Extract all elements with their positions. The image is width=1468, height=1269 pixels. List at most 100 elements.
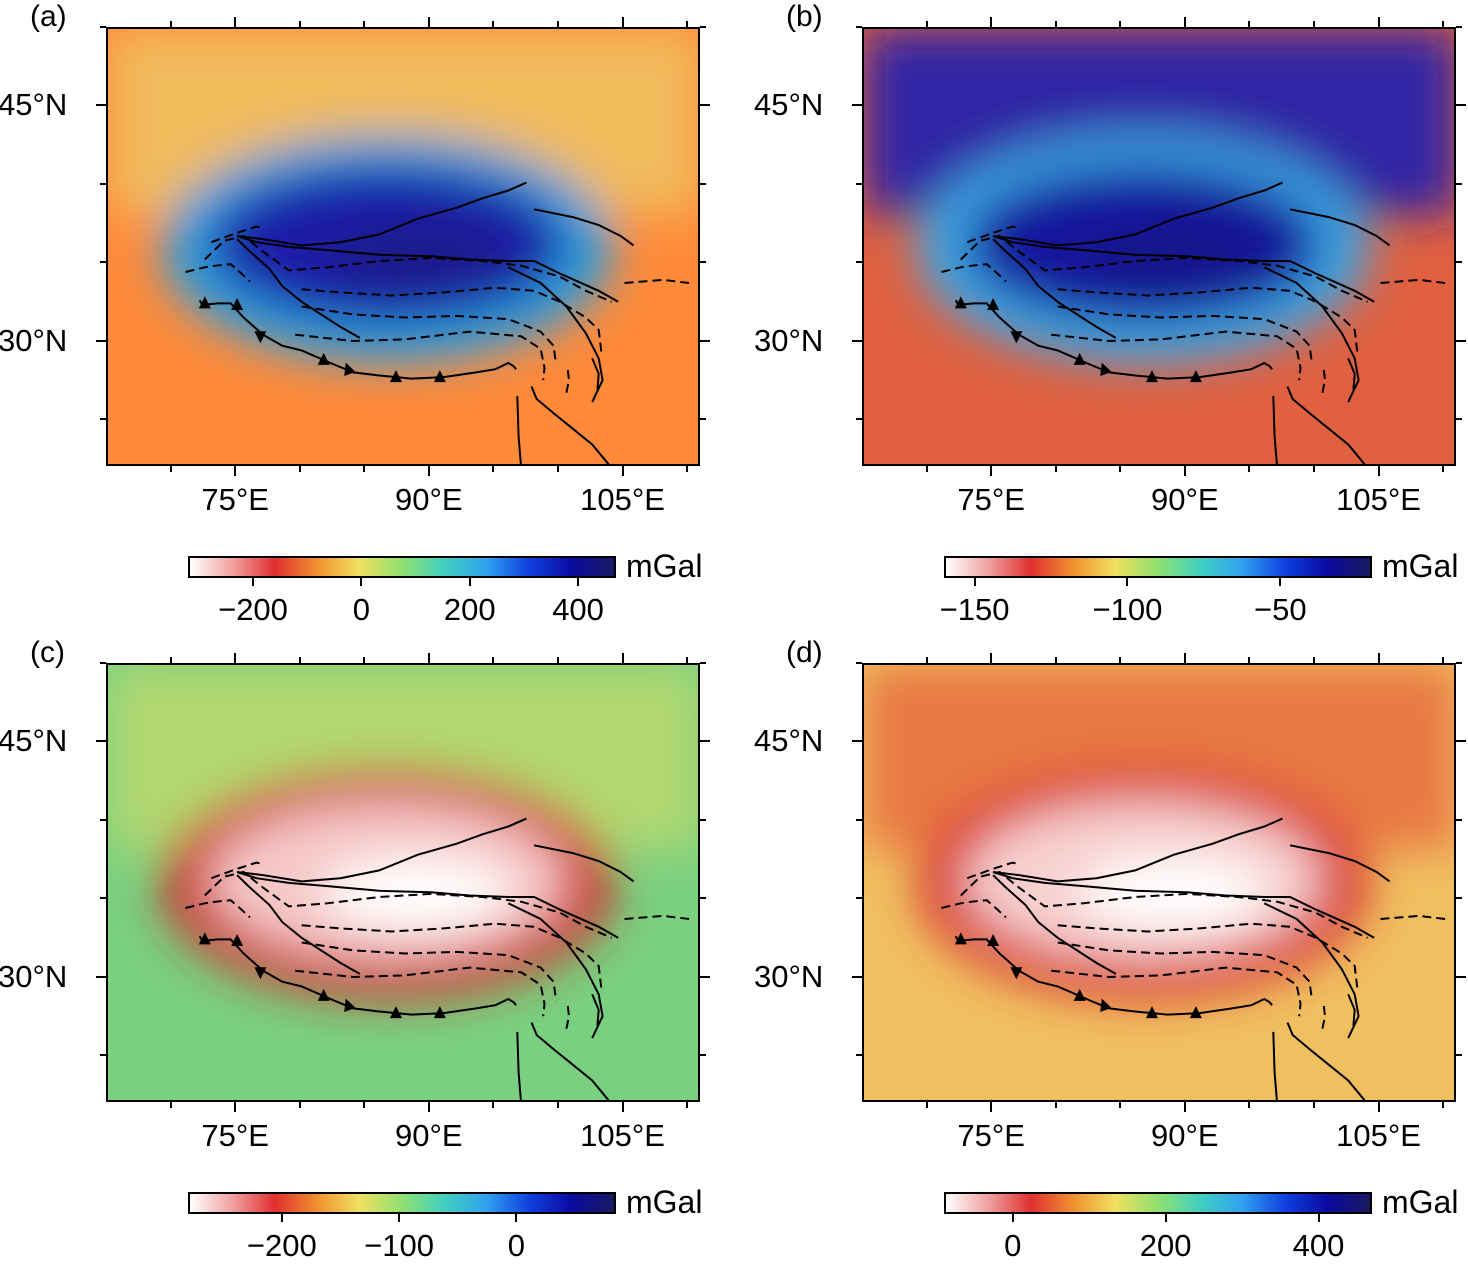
lon-tick-mark — [990, 1102, 993, 1112]
lon-tick-mark — [621, 466, 624, 476]
lon-tick-label: 75°E — [201, 482, 269, 517]
lon-tick-mark — [169, 657, 172, 663]
dashed-fault-line — [624, 914, 690, 920]
dashed-fault-line — [301, 941, 558, 1001]
thrust-triangle — [198, 932, 211, 945]
lat-tick-mark — [100, 26, 106, 28]
colorbar-tick-label: −50 — [1253, 592, 1307, 627]
colorbar-tick-mark — [973, 578, 976, 586]
fault-line — [1286, 386, 1366, 464]
lat-tick-label: 30°N — [754, 322, 824, 358]
fault-line — [1289, 208, 1391, 247]
thrust-triangle — [317, 352, 330, 365]
panel-label: (d) — [786, 636, 823, 669]
lon-tick-mark — [686, 21, 689, 27]
dashed-fault-line — [1057, 305, 1314, 365]
gravity-field-svg — [108, 665, 698, 1100]
lon-tick-mark — [925, 1102, 928, 1108]
dashed-fault-line — [185, 899, 251, 919]
fault-line — [992, 871, 1375, 939]
lat-tick-mark — [700, 26, 706, 28]
lon-tick-mark — [427, 17, 430, 27]
thrust-triangle — [254, 331, 267, 344]
dashed-fault-line — [301, 286, 603, 353]
thrust-triangle — [1010, 967, 1023, 980]
gravity-map — [106, 663, 700, 1102]
lon-tick-mark — [1183, 1102, 1186, 1112]
fault-line — [954, 935, 1273, 1016]
thrust-triangle — [433, 1006, 446, 1019]
lat-tick-mark — [1456, 261, 1462, 264]
lat-tick-mark — [852, 104, 862, 107]
colorbar-unit: mGal — [1382, 1184, 1459, 1220]
thrust-triangle — [1073, 352, 1086, 365]
fault-line — [507, 266, 604, 403]
lon-tick-mark — [298, 657, 301, 663]
fault-line — [1286, 1022, 1366, 1100]
gravity-map — [862, 27, 1456, 466]
gravity-field-svg — [864, 29, 1454, 464]
fault-line — [1263, 902, 1360, 1039]
lat-tick-mark — [100, 182, 106, 185]
thrust-triangle — [198, 296, 211, 309]
lat-tick-mark — [856, 182, 862, 185]
lon-tick-label: 75°E — [201, 1118, 269, 1153]
gravity-field-svg — [864, 665, 1454, 1100]
panel-label: (a) — [30, 0, 67, 33]
thrust-triangle — [1100, 362, 1112, 376]
lon-tick-mark — [556, 21, 559, 27]
lat-tick-mark — [700, 104, 710, 107]
lon-tick-mark — [234, 1102, 237, 1112]
lon-tick-mark — [990, 466, 993, 476]
colorbar-tick-mark — [1011, 1214, 1014, 1222]
lon-tick-mark — [1119, 1102, 1122, 1108]
lat-tick-label: 45°N — [754, 723, 824, 759]
fault-line — [954, 299, 1273, 380]
colorbar-tick-label: −200 — [218, 592, 288, 627]
lat-tick-mark — [700, 818, 706, 821]
lon-tick-mark — [1442, 21, 1445, 27]
lat-tick-mark — [856, 417, 862, 420]
lon-tick-mark — [621, 653, 624, 663]
field-shading — [108, 665, 698, 999]
lon-tick-mark — [1377, 17, 1380, 27]
gravity-field-svg — [108, 29, 698, 464]
lon-tick-label: 105°E — [1336, 482, 1421, 517]
plateau-peak — [321, 222, 512, 293]
colorbar-tick-mark — [468, 578, 471, 586]
fault-line — [1289, 844, 1391, 883]
dashed-fault-line — [1057, 922, 1359, 989]
lon-tick-mark — [925, 657, 928, 663]
fault-line — [992, 817, 1283, 883]
colorbar-tick-label: 0 — [507, 1228, 525, 1263]
lon-tick-mark — [1248, 21, 1251, 27]
lon-tick-mark — [363, 657, 366, 663]
fault-line — [1263, 266, 1360, 403]
lat-tick-label: 30°N — [0, 322, 68, 358]
lon-tick-mark — [169, 466, 172, 472]
colorbar-tick-mark — [1164, 1214, 1167, 1222]
fault-line — [516, 1031, 522, 1100]
colorbar — [188, 1192, 616, 1214]
fault-line — [236, 817, 527, 883]
field-shading — [864, 29, 1454, 363]
lon-tick-mark — [1312, 657, 1315, 663]
dashed-fault-line — [1380, 278, 1446, 284]
fault-line — [533, 844, 635, 883]
lon-tick-mark — [1054, 657, 1057, 663]
lat-tick-mark — [1456, 662, 1462, 664]
fault-line — [992, 235, 1375, 303]
lon-tick-mark — [169, 21, 172, 27]
lon-tick-mark — [298, 1102, 301, 1108]
dashed-fault-line — [1051, 330, 1302, 381]
lon-tick-mark — [1312, 21, 1315, 27]
lat-tick-mark — [1456, 104, 1466, 107]
fault-line — [1272, 1031, 1278, 1100]
lat-tick-label: 45°N — [0, 723, 68, 759]
field-shading — [864, 665, 1454, 999]
lat-tick-mark — [856, 1053, 862, 1056]
lon-tick-mark — [1119, 21, 1122, 27]
plateau-peak — [1077, 858, 1268, 929]
fault-line — [236, 181, 527, 247]
lat-tick-mark — [1456, 975, 1466, 978]
